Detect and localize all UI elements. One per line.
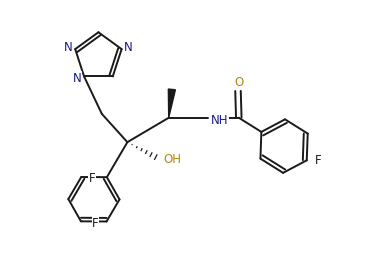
- Text: F: F: [89, 172, 96, 185]
- Text: N: N: [124, 41, 133, 54]
- Text: NH: NH: [211, 114, 228, 127]
- Text: F: F: [92, 217, 99, 230]
- Text: N: N: [73, 72, 82, 85]
- Polygon shape: [168, 89, 175, 118]
- Text: N: N: [64, 41, 73, 54]
- Text: OH: OH: [163, 153, 181, 166]
- Text: F: F: [315, 154, 321, 167]
- Text: O: O: [234, 76, 243, 89]
